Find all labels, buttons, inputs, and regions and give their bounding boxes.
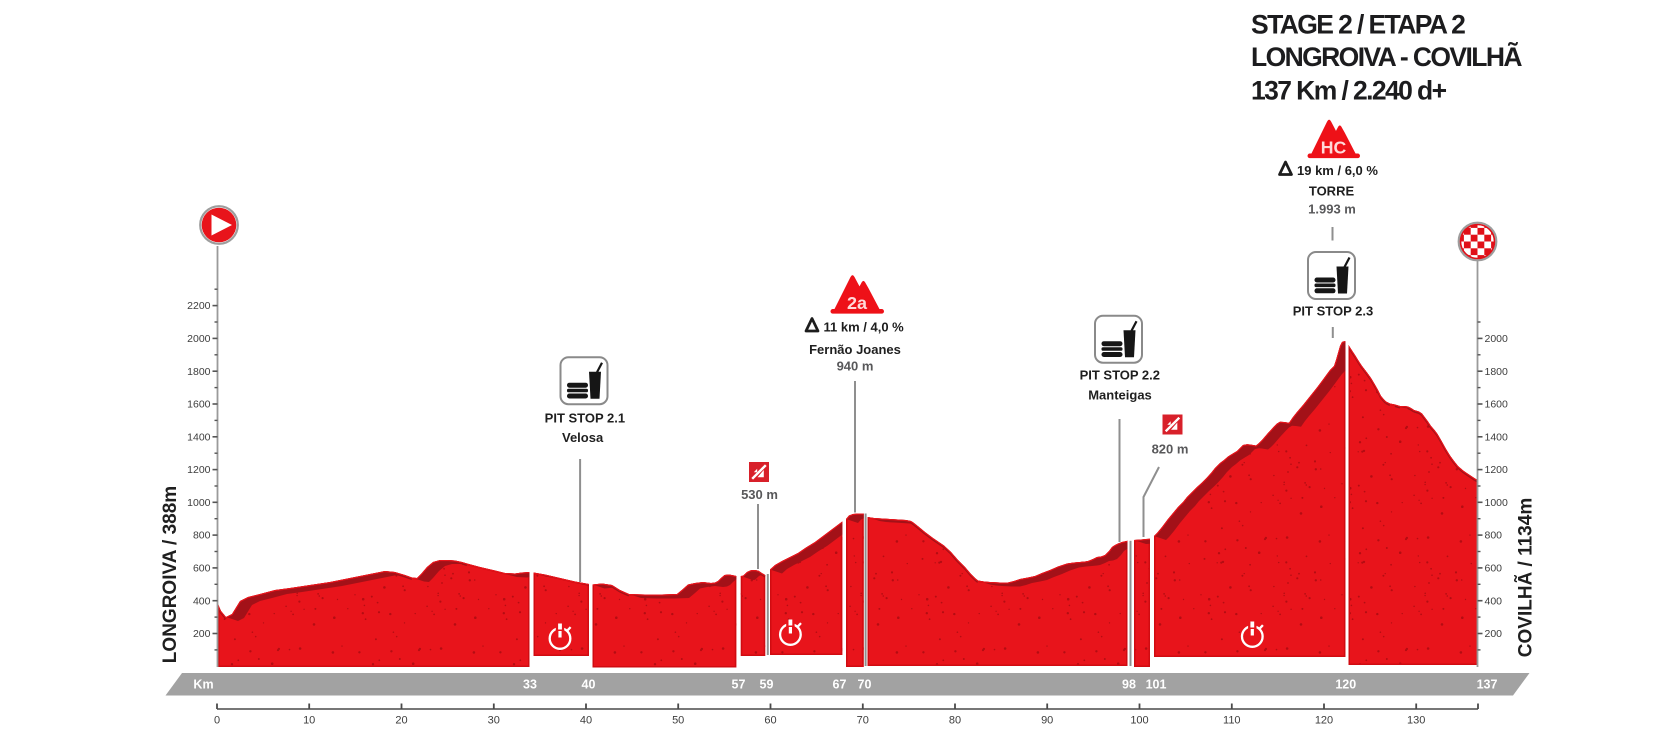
svg-text:1600: 1600 [1485,399,1509,411]
svg-text:50: 50 [672,715,684,727]
svg-text:10: 10 [303,715,315,727]
svg-text:1800: 1800 [1485,366,1509,378]
svg-text:40: 40 [582,678,596,692]
svg-text:HC: HC [1321,138,1347,158]
svg-text:1800: 1800 [187,366,211,378]
svg-text:PIT STOP 2.2: PIT STOP 2.2 [1080,368,1160,383]
svg-text:PIT STOP 2.1: PIT STOP 2.1 [545,410,625,425]
svg-text:80: 80 [949,715,961,727]
svg-text:19 km / 6,0 %: 19 km / 6,0 % [1297,163,1378,178]
svg-text:COVILHÃ / 1134m: COVILHÃ / 1134m [1515,498,1537,657]
svg-text:820 m: 820 m [1152,441,1189,456]
svg-text:200: 200 [193,628,211,640]
svg-text:101: 101 [1146,678,1167,692]
svg-text:400: 400 [193,595,211,607]
svg-text:59: 59 [760,678,774,692]
svg-text:120: 120 [1335,678,1356,692]
svg-text:110: 110 [1223,715,1241,727]
svg-text:1200: 1200 [1485,464,1509,476]
svg-text:1400: 1400 [187,431,211,443]
svg-text:33: 33 [523,678,537,692]
svg-text:67: 67 [833,678,847,692]
svg-text:1200: 1200 [187,464,211,476]
svg-text:60: 60 [764,715,776,727]
svg-text:20: 20 [395,715,407,727]
svg-text:940 m: 940 m [837,359,874,374]
svg-text:STAGE 2 / ETAPA 2: STAGE 2 / ETAPA 2 [1251,10,1465,40]
svg-text:TORRE: TORRE [1309,184,1355,199]
svg-text:1000: 1000 [1485,497,1509,509]
svg-text:1400: 1400 [1485,431,1509,443]
svg-text:57: 57 [732,678,746,692]
svg-text:1000: 1000 [187,497,211,509]
svg-text:PIT STOP 2.3: PIT STOP 2.3 [1293,304,1373,319]
svg-text:30: 30 [488,715,500,727]
svg-text:2000: 2000 [1485,333,1509,345]
svg-text:530 m: 530 m [741,487,778,502]
svg-text:2a: 2a [847,293,868,313]
svg-text:137 Km / 2.240 d+: 137 Km / 2.240 d+ [1251,76,1447,106]
svg-text:2200: 2200 [187,300,211,312]
svg-text:130: 130 [1407,715,1425,727]
svg-text:137: 137 [1477,678,1498,692]
svg-text:800: 800 [1485,530,1503,542]
svg-text:120: 120 [1315,715,1333,727]
svg-text:70: 70 [857,715,869,727]
svg-text:Manteigas: Manteigas [1088,388,1152,403]
svg-text:200: 200 [1485,628,1503,640]
svg-text:400: 400 [1485,595,1503,607]
svg-text:2000: 2000 [187,333,211,345]
svg-text:100: 100 [1130,715,1148,727]
svg-text:LONGROIVA - COVILHÃ: LONGROIVA - COVILHÃ [1251,42,1522,72]
svg-text:70: 70 [858,678,872,692]
svg-text:11 km / 4,0 %: 11 km / 4,0 % [824,320,905,335]
svg-text:98: 98 [1122,678,1136,692]
svg-text:800: 800 [193,530,211,542]
svg-text:Fernão Joanes: Fernão Joanes [809,342,901,357]
svg-text:Km: Km [193,678,213,692]
svg-text:40: 40 [580,715,592,727]
svg-text:600: 600 [193,563,211,575]
svg-text:Velosa: Velosa [562,430,604,445]
svg-text:1.993 m: 1.993 m [1308,202,1356,217]
svg-text:0: 0 [214,715,220,727]
svg-text:90: 90 [1041,715,1053,727]
svg-text:600: 600 [1485,563,1503,575]
svg-text:LONGROIVA / 388m: LONGROIVA / 388m [160,486,181,663]
svg-text:1600: 1600 [187,399,211,411]
